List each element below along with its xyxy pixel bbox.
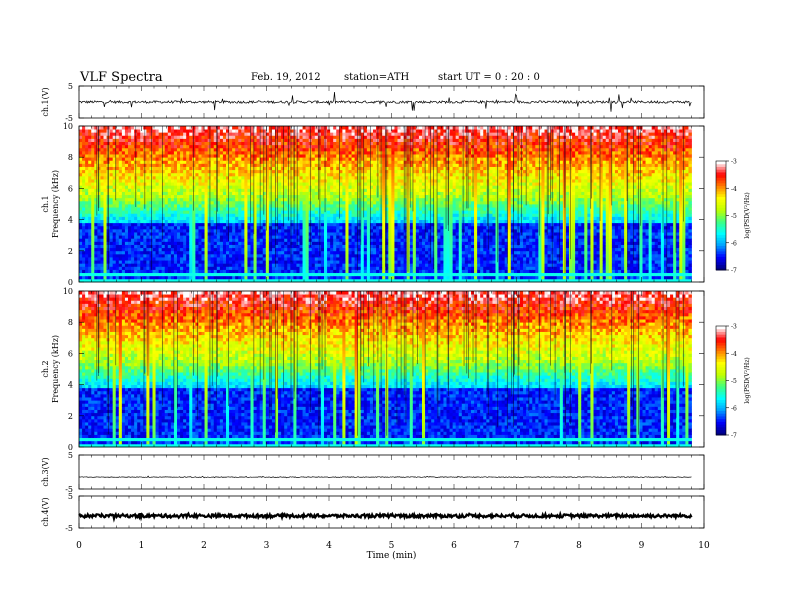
ch1-spectrogram-panel: 0 2 4 6 8 10 ch.1 Frequency (kHz) [41, 122, 705, 287]
x-tick-label: 5 [389, 541, 395, 551]
colorbar-tick-label: -7 [731, 268, 737, 275]
colorbar-label: log(PSD(V²/Hz) [744, 357, 751, 404]
ch2-spectrogram-panel: 0 2 4 6 8 10 ch.2 Frequency (kHz) [41, 287, 705, 452]
y-axis-label: ch.1(V) [41, 87, 50, 116]
y-axis-label: ch.4(V) [41, 497, 50, 526]
colorbar-tick-label: -6 [731, 240, 737, 247]
colorbar-tick-label: -5 [731, 213, 737, 220]
station-label: station=ATH [344, 72, 409, 83]
colorbar-tick-label: -3 [731, 159, 737, 166]
y-tick-label: 0 [68, 278, 73, 287]
y-axis-label: ch.1 [41, 195, 50, 212]
y-tick-label: 0 [68, 443, 73, 452]
y-tick-label: 10 [63, 122, 73, 131]
y-axis-label: Frequency (kHz) [51, 170, 60, 238]
y-axis-label: ch.2 [41, 360, 50, 377]
colorbar-tick-label: -4 [731, 351, 737, 358]
x-axis-label: Time (min) [367, 550, 417, 561]
x-tick-label: 2 [201, 541, 207, 551]
ch2-spectrogram-colorbar: -3 -4 -5 -6 -7 log(PSD(V²/Hz) [715, 324, 751, 440]
y-tick-label: 5 [68, 451, 73, 460]
y-tick-label: 4 [68, 381, 73, 390]
y-tick-label: -5 [65, 114, 73, 123]
x-tick-label: 4 [326, 541, 332, 551]
x-tick-label: 6 [451, 541, 457, 551]
y-tick-label: 2 [68, 247, 73, 256]
x-tick-label: 0 [76, 541, 82, 551]
y-tick-label: 10 [63, 287, 73, 296]
colorbar-tick-label: -4 [731, 186, 737, 193]
colorbar-tick-label: -3 [731, 324, 737, 331]
ch3-waveform-line [78, 475, 692, 479]
y-tick-label: 8 [68, 153, 73, 162]
y-tick-label: -5 [65, 524, 73, 533]
x-tick-label: 10 [698, 541, 710, 551]
colorbar-tick-label: -6 [731, 405, 737, 412]
ch3-waveform-frame [78, 454, 705, 490]
ch4-waveform-panel: 5 -5 ch.4(V) [41, 492, 705, 533]
x-tick-label: 3 [264, 541, 270, 551]
x-tick-label: 8 [576, 541, 582, 551]
y-tick-label: 6 [68, 349, 73, 358]
y-tick-label: 5 [68, 492, 73, 501]
x-tick-label: 9 [639, 541, 645, 551]
y-tick-label: 4 [68, 216, 73, 225]
x-tick-label: 1 [139, 541, 145, 551]
y-tick-label: 6 [68, 184, 73, 193]
y-axis-label: Frequency (kHz) [51, 335, 60, 403]
y-tick-label: 2 [68, 412, 73, 421]
colorbar-label: log(PSD(V²/Hz) [744, 192, 751, 239]
figure-title: VLF Spectra [80, 70, 163, 85]
ch3-waveform-panel: 5 -5 ch.3(V) [41, 451, 705, 494]
ch1-waveform-line [78, 92, 692, 112]
ch2-spectrogram-cells [79, 291, 692, 448]
colorbar-tick-label: -7 [731, 433, 737, 440]
x-tick-label: 7 [514, 541, 520, 551]
ch4-waveform-line [78, 510, 693, 523]
ch1-waveform-panel: 5 -5 ch.1(V) [41, 82, 705, 123]
ch1-spectrogram-cells [79, 126, 692, 283]
y-tick-label: 5 [68, 82, 73, 91]
y-tick-label: -5 [65, 485, 73, 494]
colorbar-tick-label: -5 [731, 378, 737, 385]
date-label: Feb. 19, 2012 [251, 72, 321, 83]
ch1-spectrogram-colorbar: -3 -4 -5 -6 -7 log(PSD(V²/Hz) [715, 159, 751, 275]
start-time-label: start UT = 0 : 20 : 0 [438, 72, 540, 83]
y-axis-label: ch.3(V) [41, 457, 50, 486]
y-tick-label: 8 [68, 318, 73, 327]
